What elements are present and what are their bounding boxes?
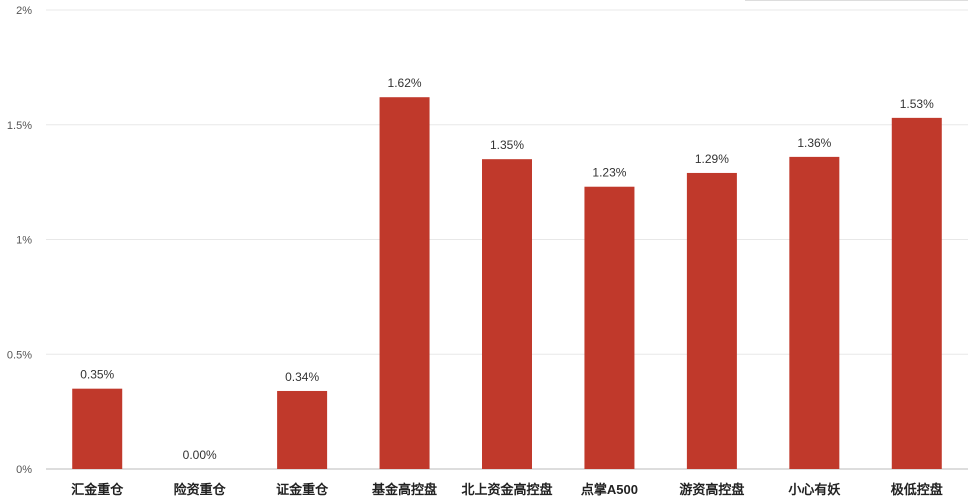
x-tick-label: 汇金重仓	[71, 482, 124, 497]
x-tick-label: 点掌A500	[581, 482, 638, 497]
x-tick-label: 险资重仓	[174, 482, 227, 497]
data-label: 1.35%	[490, 138, 524, 152]
data-label: 1.29%	[695, 152, 729, 166]
bar	[891, 117, 942, 470]
x-tick-label: 基金高控盘	[371, 482, 437, 497]
bar	[277, 390, 328, 469]
data-label: 1.23%	[592, 166, 626, 180]
data-label: 0.35%	[80, 368, 114, 382]
bar	[584, 186, 635, 469]
x-tick-label: 小心有妖	[788, 482, 840, 497]
x-tick-label: 游资高控盘	[679, 482, 744, 497]
y-tick-label: 1%	[16, 235, 32, 247]
data-label: 1.53%	[900, 97, 934, 111]
y-tick-label: 0%	[16, 464, 32, 476]
data-label: 0.00%	[183, 448, 217, 462]
y-tick-label: 2%	[16, 5, 32, 17]
y-tick-label: 0.5%	[7, 349, 32, 361]
x-tick-label: 极低控盘	[891, 482, 943, 497]
data-label: 1.36%	[797, 136, 831, 150]
data-label: 0.34%	[285, 370, 319, 384]
bar	[72, 388, 123, 469]
data-label: 1.62%	[388, 76, 422, 90]
y-tick-label: 1.5%	[7, 120, 32, 132]
bar	[686, 172, 737, 469]
x-tick-label: 证金重仓	[276, 482, 329, 497]
bar	[482, 159, 532, 470]
bar	[379, 97, 430, 470]
x-tick-label: 北上资金高控盘	[461, 482, 552, 497]
bar	[789, 156, 840, 469]
